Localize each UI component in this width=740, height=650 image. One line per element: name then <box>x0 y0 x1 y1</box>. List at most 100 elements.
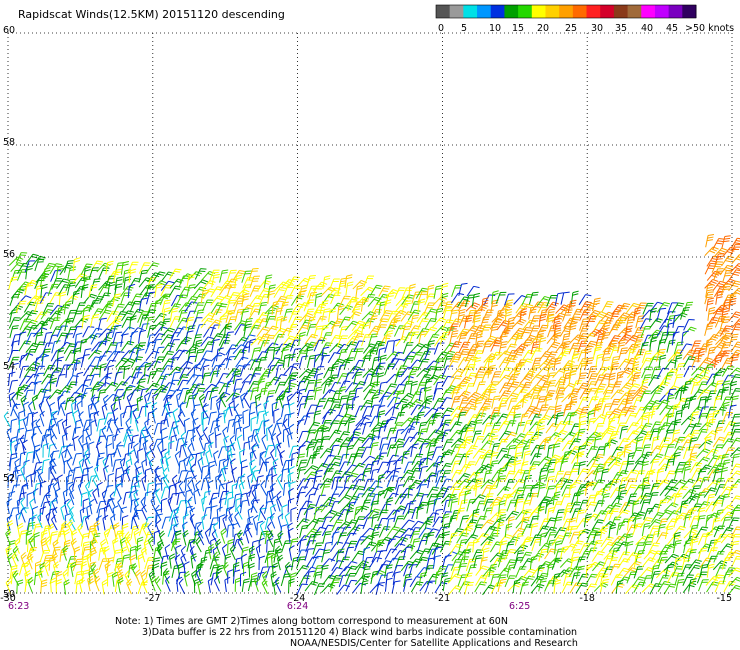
wind-barb <box>616 521 626 536</box>
wind-barb <box>177 374 190 386</box>
wind-barb <box>138 297 148 312</box>
wind-barb <box>135 544 142 560</box>
wind-barb <box>222 426 228 443</box>
wind-barb <box>137 448 144 464</box>
wind-barb <box>82 306 91 321</box>
wind-barb <box>498 390 512 402</box>
wind-barb <box>347 311 362 322</box>
wind-barb <box>184 389 194 403</box>
wind-barb <box>591 551 605 562</box>
chart-title: Rapidscat Winds(12.5KM) 20151120 descend… <box>18 8 285 21</box>
wind-barb <box>440 478 453 490</box>
wind-barb <box>75 371 84 386</box>
wind-barb <box>70 529 78 545</box>
wind-barb <box>553 329 562 344</box>
wind-barb <box>377 410 386 425</box>
wind-barb <box>695 448 711 458</box>
wind-barb <box>601 493 610 507</box>
wind-barb <box>376 550 387 563</box>
time-label: 6:23 <box>8 601 29 612</box>
legend-label: 25 <box>565 23 577 34</box>
wind-barb <box>378 526 391 538</box>
wind-barb <box>45 490 51 507</box>
wind-barb <box>61 433 68 449</box>
wind-barb <box>88 411 97 426</box>
wind-barb <box>111 571 119 587</box>
wind-barb <box>56 356 64 371</box>
wind-barb <box>81 541 90 555</box>
wind-barb <box>56 347 65 362</box>
wind-barb <box>74 357 84 371</box>
wind-barb <box>240 546 249 561</box>
wind-barb <box>505 510 520 521</box>
wind-barb <box>68 483 75 500</box>
wind-barb <box>179 367 191 380</box>
wind-barb <box>608 524 617 539</box>
wind-barb <box>134 459 140 476</box>
wind-barb <box>640 499 651 512</box>
wind-barb <box>71 290 80 305</box>
wind-barb <box>134 480 140 496</box>
wind-barb <box>36 465 44 482</box>
legend-swatch <box>600 5 615 18</box>
wind-barb <box>603 510 615 523</box>
wind-barb <box>673 312 688 323</box>
wind-barb <box>265 565 276 579</box>
wind-barb <box>439 462 453 474</box>
wind-barb <box>112 303 125 316</box>
wind-barb <box>5 578 12 594</box>
legend-swatch <box>682 5 697 18</box>
wind-barb <box>175 418 181 435</box>
wind-barb <box>567 299 577 314</box>
wind-barb <box>8 507 20 520</box>
wind-barb <box>290 316 302 329</box>
wind-barb <box>186 284 196 298</box>
wind-barb <box>40 434 50 448</box>
wind-barb <box>3 411 11 427</box>
legend-swatch <box>449 5 464 18</box>
wind-barb <box>41 458 50 473</box>
wind-barb <box>103 545 110 562</box>
wind-barb <box>527 465 537 480</box>
wind-barb <box>289 363 300 376</box>
wind-barb <box>153 530 161 545</box>
wind-barb <box>144 418 150 435</box>
wind-barb <box>120 333 129 347</box>
wind-barb <box>74 395 82 410</box>
wind-barb <box>57 390 71 402</box>
wind-barb <box>83 266 92 281</box>
wind-barb <box>33 531 40 547</box>
wind-barb <box>17 285 27 299</box>
wind-barb <box>288 487 294 504</box>
wind-barb <box>126 578 133 595</box>
wind-barb <box>101 489 108 506</box>
wind-barb <box>16 579 24 594</box>
wind-barb <box>210 395 218 410</box>
wind-barb <box>65 363 74 378</box>
wind-barb <box>113 389 124 402</box>
wind-barb <box>270 432 277 449</box>
wind-barb <box>98 267 110 280</box>
wind-barb <box>313 353 322 368</box>
wind-barb <box>72 326 83 339</box>
x-tick-label: -21 <box>435 593 451 604</box>
wind-barb <box>546 475 556 490</box>
wind-barb <box>154 465 161 482</box>
wind-barb <box>113 268 122 283</box>
wind-barb <box>23 459 30 475</box>
wind-barb <box>360 580 369 594</box>
wind-barb <box>67 519 74 536</box>
wind-barb <box>12 403 19 419</box>
wind-barb <box>178 336 192 347</box>
wind-barb <box>513 295 528 305</box>
wind-barb <box>40 283 48 298</box>
wind-barb <box>26 412 35 426</box>
wind-barb <box>63 333 74 347</box>
wind-barb <box>155 519 161 536</box>
wind-barb <box>104 331 113 346</box>
wind-barb <box>192 426 199 442</box>
time-label: 6:24 <box>287 601 308 612</box>
wind-barb <box>120 472 127 488</box>
wind-barb <box>104 453 115 466</box>
wind-barb <box>498 357 512 368</box>
